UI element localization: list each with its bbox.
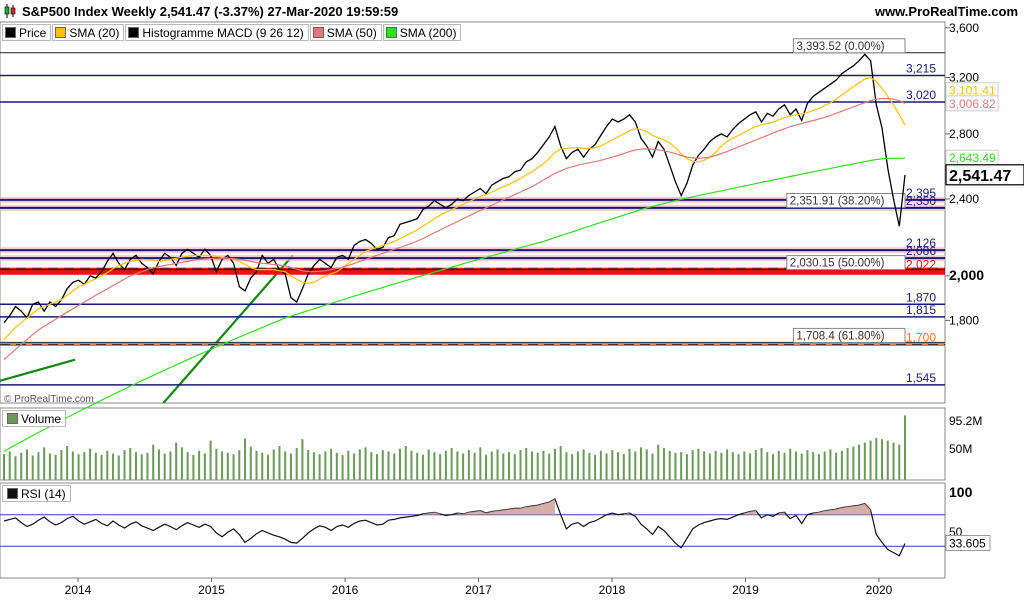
sma-line-3: [3, 157, 905, 452]
rsi-overbought-area: [744, 510, 756, 515]
x-tick-label: 2017: [465, 583, 492, 597]
price-tick-label: 2,800: [949, 127, 979, 141]
price-panel: [0, 21, 946, 404]
current-price-label: 2,541.47: [949, 168, 1011, 185]
chart-title: S&P500 Index Weekly 2,541.47 (-3.37%) 27…: [22, 4, 399, 19]
level-label: 1,815: [906, 303, 936, 317]
sma-line-2: [3, 97, 906, 361]
legend-item-4[interactable]: SMA (200): [382, 24, 462, 41]
level-label: 2,126: [906, 236, 936, 250]
legend-label: Histogramme MACD (9 26 12): [142, 25, 304, 40]
fib-label: 2,030.15 (50.00%): [790, 258, 885, 270]
volume-title[interactable]: Volume: [2, 410, 67, 427]
level-label: 2,395: [906, 186, 936, 200]
rsi-title-label: RSI (14): [21, 486, 66, 501]
fib-box: [792, 38, 906, 54]
rsi-overbought-area: [813, 503, 871, 515]
legend-label: Price: [19, 25, 47, 40]
x-tick-label: 2014: [65, 583, 92, 597]
rsi-overbought-area: [457, 498, 555, 515]
level-label: 1,870: [906, 290, 936, 304]
rsi-overbought-area: [422, 512, 441, 515]
level-label: 1,545: [906, 371, 936, 385]
x-tick-label: 2019: [732, 583, 759, 597]
rsi-overbought-area: [623, 513, 630, 515]
price-tag-label: 3,101.41: [949, 84, 996, 98]
candlestick-icon: [4, 4, 16, 18]
rsi-title[interactable]: RSI (14): [2, 485, 71, 502]
price-tag-label: 3,006.82: [949, 97, 996, 111]
legend-swatch: [5, 27, 16, 38]
rsi-line: [3, 498, 906, 557]
rsi-current-label: 33.605: [949, 536, 986, 550]
x-tick-label: 2020: [866, 583, 893, 597]
rsi-panel: [0, 482, 946, 579]
price-line: [3, 53, 906, 324]
volume-title-label: Volume: [21, 411, 62, 426]
trendline-segment: [0, 358, 76, 382]
x-tick-label: 2015: [198, 583, 225, 597]
price-tick-label: 3,200: [949, 71, 979, 85]
sma-line-1: [3, 76, 906, 341]
price-tag-box: [945, 95, 999, 112]
x-tick-label: 2018: [599, 583, 626, 597]
fib-label: 3,393.52 (0.00%): [796, 41, 884, 53]
price-tick-label: 1,800: [949, 313, 979, 327]
level-label: 1,700: [906, 331, 936, 345]
level-label: 2,350: [906, 194, 936, 208]
legend-item-2[interactable]: Histogramme MACD (9 26 12): [125, 24, 309, 41]
legend-label: SMA (20): [69, 25, 120, 40]
rsi-overbought-area: [778, 512, 785, 515]
site-link[interactable]: www.ProRealTime.com: [874, 4, 1018, 19]
fib-label: 2,351.91 (38.20%): [790, 196, 885, 208]
rsi-swatch: [7, 488, 18, 499]
volume-panel: [0, 407, 946, 481]
legend-swatch: [385, 27, 397, 38]
price-tick-label: 2,400: [949, 192, 979, 206]
trendline: [162, 254, 294, 404]
legend-label: SMA (200): [399, 25, 457, 40]
price-tick-label: 2,000: [949, 267, 984, 283]
level-label: 2,022: [906, 257, 936, 271]
legend-swatch: [128, 27, 140, 38]
fib-label: 1,708.4 (61.80%): [796, 330, 884, 342]
current-price-box: [945, 164, 1024, 186]
watermark: © ProRealTime.com: [4, 394, 94, 405]
fib-box: [792, 327, 906, 343]
volume-tick-label: 95.2M: [949, 414, 982, 428]
price-tag-label: 2,643.49: [949, 151, 996, 165]
x-tick-label: 2016: [332, 583, 359, 597]
rsi-tick-label: 100: [949, 484, 973, 500]
fib-box: [786, 255, 906, 271]
volume-swatch: [7, 413, 18, 424]
legend-swatch: [312, 27, 324, 38]
legend-item-3[interactable]: SMA (50): [309, 24, 382, 41]
fib-box: [786, 193, 906, 209]
level-label: 2,086: [906, 244, 936, 258]
volume-tick-label: 50M: [949, 442, 972, 456]
legend-item-0[interactable]: Price: [2, 24, 52, 41]
indicator-legend: Price SMA (20) Histogramme MACD (9 26 12) S…: [2, 24, 462, 41]
title-bar: S&P500 Index Weekly 2,541.47 (-3.37%) 27…: [0, 0, 1024, 22]
legend-item-1[interactable]: SMA (20): [52, 24, 125, 41]
price-tick-label: 3,600: [949, 21, 979, 35]
rsi-current-box: [945, 534, 991, 551]
legend-label: SMA (50): [326, 25, 377, 40]
level-label: 3,020: [906, 88, 936, 102]
level-label: 3,215: [906, 62, 936, 76]
legend-swatch: [55, 27, 67, 38]
